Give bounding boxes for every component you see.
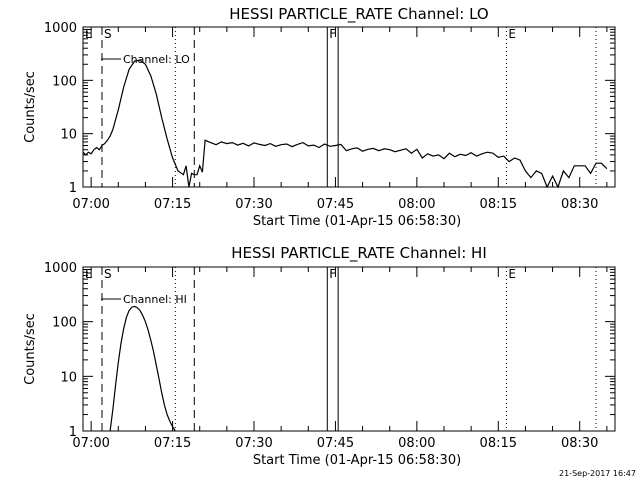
x-tick-label: 07:30 (235, 197, 272, 212)
panel-channel-lo: HESSI PARTICLE_RATE Channel: LO Start Tim… (23, 5, 616, 229)
x-tick-label: 08:15 (480, 197, 517, 212)
y-tick-label: 1 (69, 181, 77, 196)
x-tick-label: 08:15 (480, 436, 517, 451)
flag-label: S (104, 267, 112, 281)
y-tick-label: 1000 (44, 261, 77, 276)
flag-label: E (508, 267, 516, 281)
flag-label: E (85, 267, 93, 281)
y-tick-label: 1 (69, 425, 77, 440)
x-axis-label: Start Time (01-Apr-15 06:58:30) (253, 453, 461, 468)
x-axis-label: Start Time (01-Apr-15 06:58:30) (253, 214, 461, 229)
chart-title: HESSI PARTICLE_RATE Channel: LO (229, 5, 488, 24)
flag-label: E (85, 27, 93, 41)
plot-frame (82, 266, 616, 432)
x-tick-label: 07:45 (317, 197, 354, 212)
y-axis-label: Counts/sec (23, 71, 38, 143)
x-tick-label: 08:30 (561, 197, 598, 212)
x-tick-label: 07:00 (72, 197, 109, 212)
y-tick-label: 10 (60, 370, 77, 385)
y-axis-label: Counts/sec (23, 313, 38, 385)
x-tick-label: 08:00 (398, 436, 435, 451)
x-tick-label: 08:00 (398, 197, 435, 212)
flag-label: F (329, 27, 336, 41)
legend-label: Channel: HI (123, 293, 187, 306)
series-line (82, 59, 608, 189)
chart-title: HESSI PARTICLE_RATE Channel: HI (231, 244, 487, 263)
plot-frame (82, 26, 616, 188)
x-tick-label: 07:45 (317, 436, 354, 451)
y-tick-label: 1000 (44, 21, 77, 36)
legend-label: Channel: LO (123, 53, 190, 66)
flag-label: S (104, 27, 112, 41)
flag-label: E (508, 27, 516, 41)
panel-channel-hi: HESSI PARTICLE_RATE Channel: HI Start Tim… (23, 244, 616, 468)
series-line (109, 305, 176, 432)
x-tick-label: 07:15 (154, 436, 191, 451)
flag-label: F (329, 267, 336, 281)
y-tick-label: 100 (52, 74, 77, 89)
y-tick-label: 100 (52, 316, 77, 331)
x-tick-label: 08:30 (561, 436, 598, 451)
x-tick-label: 07:15 (154, 197, 191, 212)
y-tick-label: 10 (60, 128, 77, 143)
x-tick-label: 07:30 (235, 436, 272, 451)
plot-timestamp: 21-Sep-2017 16:47 (559, 469, 636, 478)
x-tick-label: 07:00 (72, 436, 109, 451)
